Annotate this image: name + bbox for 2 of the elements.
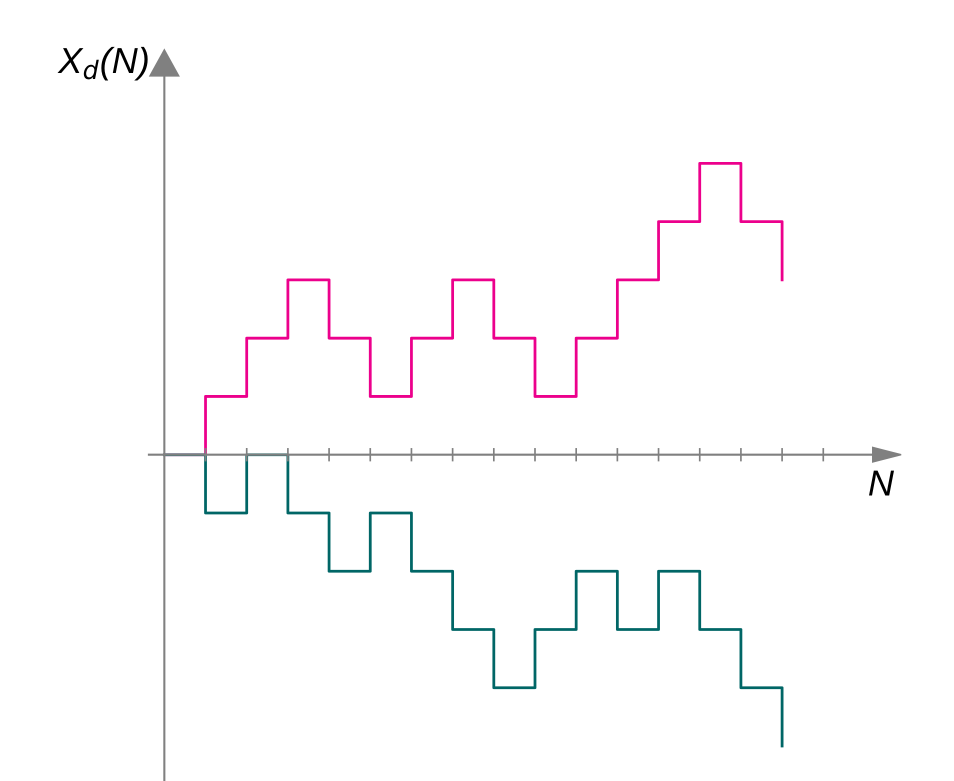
x-axis-title: N xyxy=(869,470,894,496)
y-axis-title: X$_{d}$(N) xyxy=(58,46,148,81)
